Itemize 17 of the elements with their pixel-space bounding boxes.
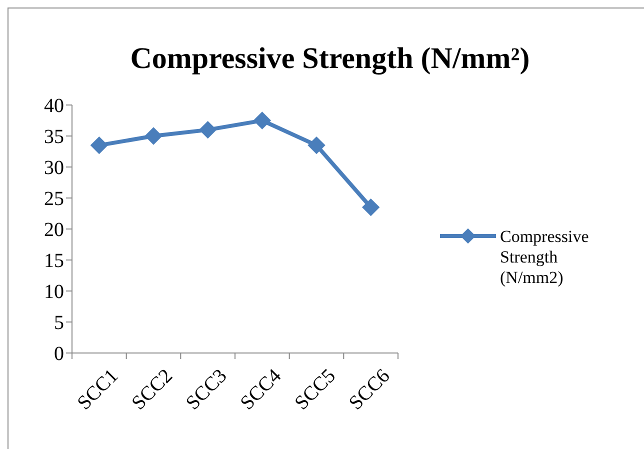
y-tick-label: 40 [44,95,64,117]
point [253,112,272,130]
y-tick-label: 15 [44,250,64,272]
y-tick-label: 10 [44,281,64,303]
y-tick-label: 25 [44,188,64,210]
y-tick-label: 20 [44,219,64,241]
chart-title: Compressive Strength (N/mm²) [130,42,530,75]
point [144,127,162,145]
y-tick-label: 35 [44,126,64,148]
y-tick-label: 0 [54,343,64,365]
point [90,136,108,154]
legend-label: Compressive Strength (N/mm2) [500,226,589,287]
point [362,198,380,216]
point [308,136,326,154]
y-tick-label: 5 [54,312,64,334]
point [198,120,217,139]
y-tick-label: 30 [44,157,64,179]
